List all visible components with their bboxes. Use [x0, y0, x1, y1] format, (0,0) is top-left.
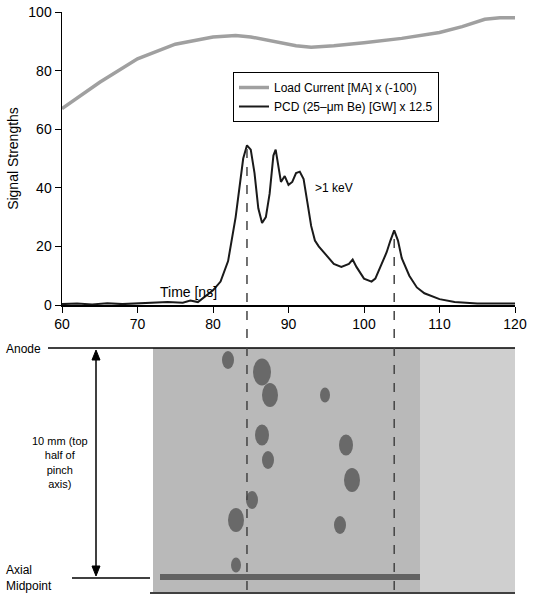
svg-text:100: 100 — [352, 316, 376, 332]
svg-text:70: 70 — [130, 316, 146, 332]
svg-text:110: 110 — [428, 316, 451, 332]
svg-text:100: 100 — [28, 4, 52, 20]
svg-text:AxialMidpoint: AxialMidpoint — [6, 563, 52, 593]
svg-text:Load Current [MA] x (-100): Load Current [MA] x (-100) — [274, 81, 417, 95]
svg-text:10 mm (tophalf ofpinchaxis): 10 mm (tophalf ofpinchaxis) — [32, 435, 88, 490]
svg-text:Signal Strengths: Signal Strengths — [5, 107, 21, 210]
svg-text:Anode: Anode — [6, 342, 41, 356]
svg-text:90: 90 — [281, 316, 297, 332]
svg-text:20: 20 — [36, 238, 52, 254]
svg-text:>1 keV: >1 keV — [315, 181, 353, 195]
svg-text:80: 80 — [205, 316, 221, 332]
svg-text:PCD (25–μm Be) [GW] x 12.5: PCD (25–μm Be) [GW] x 12.5 — [274, 100, 433, 114]
svg-text:120: 120 — [503, 316, 527, 332]
svg-text:80: 80 — [36, 63, 52, 79]
svg-text:0: 0 — [44, 297, 52, 313]
svg-text:60: 60 — [54, 316, 70, 332]
svg-text:Time [ns]: Time [ns] — [160, 284, 217, 300]
svg-text:40: 40 — [36, 180, 52, 196]
svg-text:60: 60 — [36, 121, 52, 137]
